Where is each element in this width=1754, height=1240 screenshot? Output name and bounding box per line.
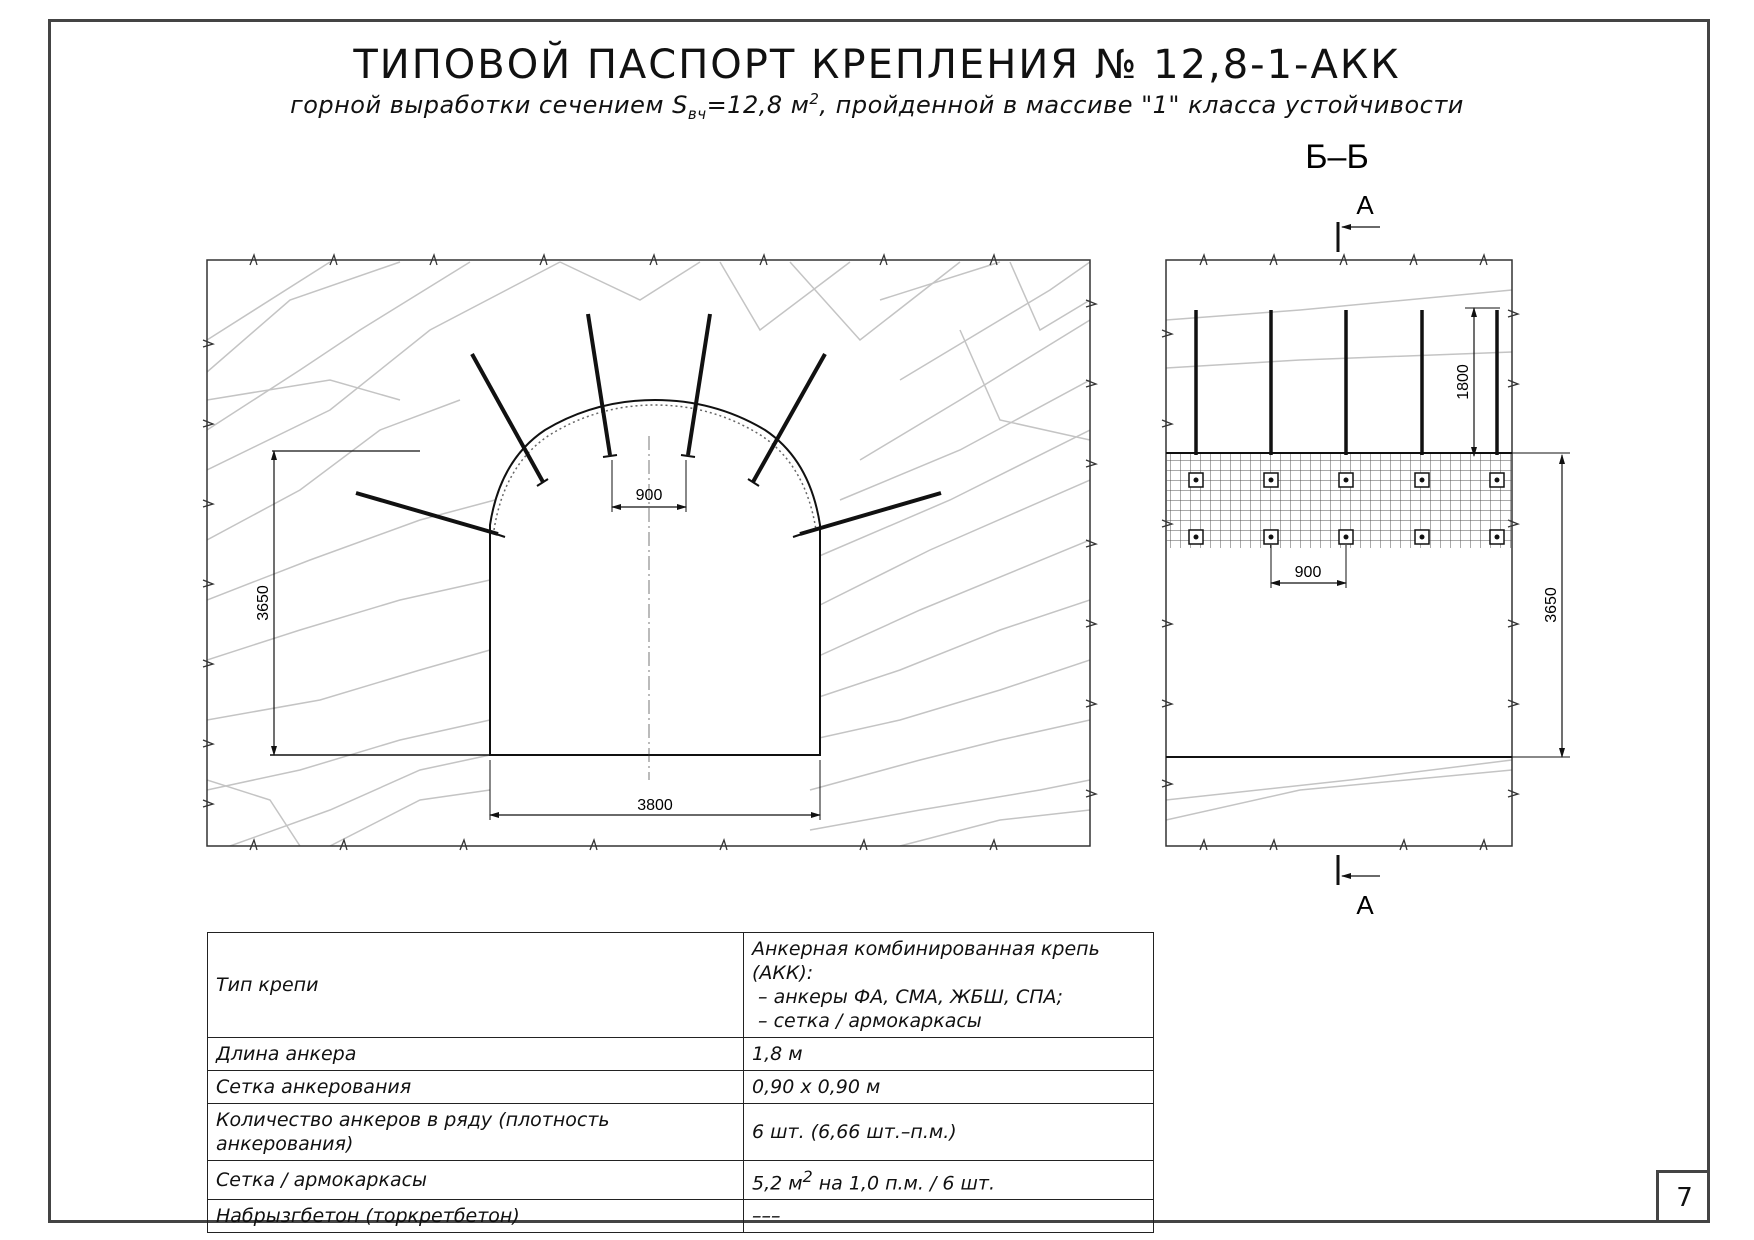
table-row: Количество анкеров в ряду (плотность анк…: [207, 1103, 1154, 1161]
spec-value-superscript: 2: [802, 1167, 813, 1186]
rock-hatching-side: [1166, 289, 1512, 821]
side-view: Б–Б А А: [1161, 138, 1570, 920]
page-number: 7: [1656, 1170, 1710, 1223]
page-title: ТИПОВОЙ ПАСПОРТ КРЕПЛЕНИЯ № 12,8-1-АКК: [353, 42, 1401, 88]
spec-value: 0,90 х 0,90 м: [743, 1070, 1154, 1104]
section-label: Б–Б: [1305, 138, 1369, 176]
table-row: Тип крепи Анкерная комбинированная крепь…: [207, 932, 1154, 1038]
break-marks: [202, 253, 1098, 851]
rock-hatching: [207, 261, 1090, 846]
subtitle-superscript: 2: [809, 90, 820, 108]
spec-key: Сетка / армокаркасы: [207, 1159, 744, 1201]
spec-table: Тип крепи Анкерная комбинированная крепь…: [207, 932, 1154, 1234]
rock-bolt: [751, 353, 827, 483]
subtitle-subscript: вч: [687, 104, 707, 123]
spec-key: Тип крепи: [207, 932, 744, 1038]
subtitle-part: , пройденной в массиве "1" класса устойч…: [819, 91, 1464, 119]
bearing-plates: [1188, 472, 1505, 545]
spec-value-line: – сетка / армокаркасы: [752, 1010, 982, 1032]
subtitle-part: горной выработки сечением S: [290, 91, 688, 119]
cross-section-view: 3650 3800 900: [202, 253, 1098, 851]
rock-bolt: [355, 491, 499, 536]
spec-key: Сетка анкерования: [207, 1070, 744, 1104]
dim-bolt-length-label: 1800: [1455, 364, 1472, 400]
dim-side-height-label: 3650: [1543, 587, 1560, 623]
rock-bolt: [470, 353, 545, 483]
spec-key: Длина анкера: [207, 1037, 744, 1071]
table-row: Длина анкера 1,8 м: [207, 1037, 1154, 1071]
spec-value: 1,8 м: [743, 1037, 1154, 1071]
spec-value-part: на 1,0 п.м. / 6 шт.: [812, 1172, 996, 1195]
cut-label-bottom: А: [1356, 890, 1374, 920]
spec-value: 5,2 м2 на 1,0 п.м. / 6 шт.: [743, 1159, 1154, 1201]
spec-value-part: 5,2 м: [752, 1172, 803, 1195]
table-row: Набрызгбетон (торкретбетон) –––: [207, 1199, 1154, 1234]
dim-height-label: 3650: [255, 585, 272, 621]
rock-bolt: [799, 491, 942, 536]
spec-value-line: Анкерная комбинированная крепь (АКК):: [752, 938, 1100, 984]
spec-value-line: – анкеры ФА, СМА, ЖБШ, СПА;: [752, 986, 1063, 1008]
side-bolts: [1194, 310, 1499, 455]
spec-value: 6 шт. (6,66 шт.–п.м.): [743, 1103, 1154, 1161]
dim-side-spacing-label: 900: [1295, 564, 1322, 581]
table-row: Сетка / армокаркасы 5,2 м2 на 1,0 п.м. /…: [207, 1159, 1154, 1201]
page-subtitle: горной выработки сечением Sвч=12,8 м2, п…: [0, 90, 1754, 123]
cut-label-top: А: [1356, 190, 1374, 220]
rock-bolt: [586, 313, 612, 456]
rock-bolts: [355, 313, 942, 536]
rock-bolt: [686, 313, 712, 456]
spec-key: Количество анкеров в ряду (плотность анк…: [207, 1103, 744, 1161]
spec-value: –––: [743, 1199, 1154, 1234]
spec-value: Анкерная комбинированная крепь (АКК): – …: [743, 932, 1154, 1038]
subtitle-part: =12,8 м: [706, 91, 810, 119]
spec-key: Набрызгбетон (торкретбетон): [207, 1199, 744, 1234]
table-row: Сетка анкерования 0,90 х 0,90 м: [207, 1070, 1154, 1104]
dim-spacing-label: 900: [636, 487, 663, 504]
dim-width-label: 3800: [637, 797, 673, 814]
